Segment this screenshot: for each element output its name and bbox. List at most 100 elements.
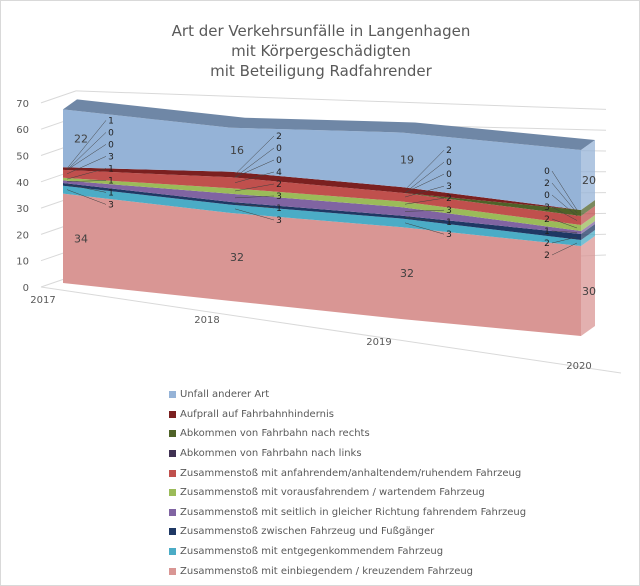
data-label: 2 (446, 146, 452, 156)
x-tick-label: 2019 (366, 337, 391, 348)
data-label: 1 (276, 204, 282, 214)
legend-swatch (169, 567, 176, 575)
data-label: 32 (230, 251, 244, 264)
data-label-leader (234, 147, 275, 178)
data-label: 2 (276, 180, 282, 190)
area-series (63, 193, 581, 336)
data-label: 0 (544, 191, 550, 201)
data-label: 0 (108, 140, 114, 150)
gridline-side (40, 90, 77, 104)
legend-swatch (169, 391, 176, 399)
area-side-face (581, 140, 595, 210)
area-side-face (581, 221, 595, 234)
data-label: 0 (446, 158, 452, 168)
legend-swatch (169, 508, 176, 516)
x-tick-label: 2017 (30, 295, 55, 306)
data-label: 1 (108, 176, 114, 186)
data-label-leader (66, 180, 107, 182)
chart-title: Art der Verkehrsunfälle in Langenhagen m… (1, 21, 639, 81)
area-side-face (581, 230, 595, 246)
data-label-leader (234, 183, 275, 192)
area-side-face (581, 236, 595, 336)
legend-label: Abkommen von Fahrbahn nach rechts (180, 428, 370, 440)
area-top-face (63, 99, 595, 150)
legend-item: Aufprall auf Fahrbahnhindernis (169, 405, 526, 425)
legend-item: Zusammenstoß mit seitlich in gleicher Ri… (169, 503, 526, 523)
legend-swatch (169, 469, 176, 477)
area-series (63, 183, 581, 240)
data-label: 19 (400, 154, 414, 167)
data-label-leader (551, 236, 578, 244)
legend-swatch (169, 489, 176, 497)
data-label: 4 (276, 168, 282, 178)
data-label: 2 (276, 132, 282, 142)
data-label: 1 (108, 164, 114, 174)
data-label-leader (66, 120, 107, 169)
data-label: 3 (446, 206, 452, 216)
floor-edge (40, 286, 622, 374)
data-label-leader (404, 222, 445, 235)
area-series (63, 185, 581, 246)
legend-item: Zusammenstoß mit entgegenkommendem Fahrz… (169, 542, 526, 562)
area-series (63, 169, 581, 225)
legend-item: Abkommen von Fahrbahn nach links (169, 444, 526, 464)
data-label: 0 (276, 156, 282, 166)
data-label: 1 (108, 188, 114, 198)
legend-swatch (169, 430, 176, 438)
data-label: 3 (544, 203, 550, 213)
data-label: 2 (544, 215, 550, 225)
data-label-leader (66, 132, 107, 171)
legend-item: Zusammenstoß zwischen Fahrzeug und Fußgä… (169, 522, 526, 542)
legend-item: Zusammenstoß mit einbiegendem / kreuzend… (169, 561, 526, 581)
data-label-leader (234, 159, 275, 178)
data-label: 3 (276, 216, 282, 226)
data-label: 0 (108, 128, 114, 138)
y-tick-label: 20 (16, 230, 29, 241)
data-label-leader (404, 185, 445, 198)
data-label: 2 (544, 179, 550, 189)
data-label: 2 (544, 251, 550, 261)
legend-label: Zusammenstoß mit vorausfahrendem / warte… (180, 487, 485, 499)
area-series (63, 167, 581, 210)
y-tick-label: 30 (16, 204, 29, 215)
legend-label: Zusammenstoß mit entgegenkommendem Fahrz… (180, 546, 444, 558)
data-label: 16 (230, 144, 244, 157)
y-tick-label: 50 (16, 152, 29, 163)
data-label: 3 (446, 182, 452, 192)
data-label-leader (66, 184, 107, 193)
area-side-face (581, 224, 595, 240)
y-tick-label: 40 (16, 178, 29, 189)
legend: Unfall anderer Art Aufprall auf Fahrbahnh… (169, 385, 526, 581)
data-label-leader (404, 216, 445, 223)
data-label: 3 (108, 152, 114, 162)
data-label: 3 (108, 200, 114, 210)
area-series (63, 177, 581, 231)
legend-label: Aufprall auf Fahrbahnhindernis (180, 408, 334, 420)
data-label-leader (66, 168, 107, 180)
x-tick-label: 2020 (566, 361, 591, 372)
data-label-leader (551, 218, 578, 229)
data-label-leader (404, 149, 445, 191)
data-label-leader (234, 203, 275, 209)
data-label-leader (551, 230, 578, 233)
legend-label: Abkommen von Fahrbahn nach links (180, 448, 362, 460)
legend-label: Unfall anderer Art (180, 389, 270, 401)
data-label-leader (234, 171, 275, 183)
data-label-leader (66, 189, 107, 205)
data-label: 0 (446, 170, 452, 180)
legend-item: Zusammenstoß mit anfahrendem/anhaltendem… (169, 463, 526, 483)
data-label: 2 (446, 194, 452, 204)
data-label: 2 (544, 239, 550, 249)
x-tick-label: 2018 (194, 315, 219, 326)
data-label-leader (66, 156, 107, 175)
y-tick-label: 60 (16, 125, 29, 136)
data-label: 30 (582, 285, 596, 298)
legend-label: Zusammenstoß zwischen Fahrzeug und Fußgä… (180, 526, 435, 538)
data-label-leader (551, 206, 578, 221)
data-label-leader (234, 195, 275, 199)
legend-swatch (169, 548, 176, 556)
legend-label: Zusammenstoß mit einbiegendem / kreuzend… (180, 565, 474, 577)
data-label-leader (404, 173, 445, 193)
